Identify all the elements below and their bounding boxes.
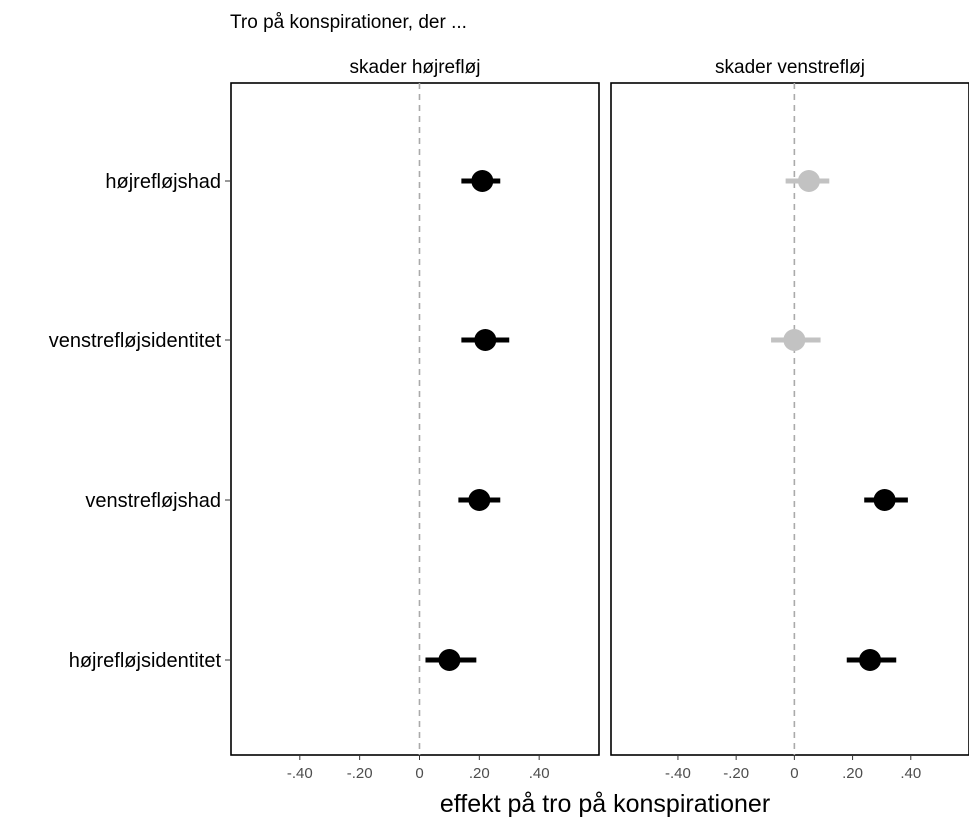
- estimate-point: [859, 649, 882, 671]
- x-tick-label: 0: [415, 765, 423, 782]
- x-tick-label: -.20: [723, 765, 749, 782]
- panel-1-title: skader højrefløj: [350, 57, 481, 78]
- x-tick-label: 0: [790, 765, 798, 782]
- x-axis-label: effekt på tro på konspirationer: [440, 790, 770, 818]
- y-tick-label: højrefløjshad: [105, 171, 221, 193]
- estimate-point: [873, 489, 896, 511]
- panel-2: skader venstrefløj -.40 -.20 0 .20 .40: [610, 57, 969, 782]
- estimate-point: [468, 489, 491, 511]
- x-tick-label: .40: [900, 765, 921, 782]
- x-tick-label: -.40: [665, 765, 691, 782]
- estimate-point: [797, 170, 820, 192]
- panel-2-frame: [610, 82, 969, 756]
- chart-subtitle: Tro på konspirationer, der ...: [230, 12, 467, 33]
- y-tick-label: højrefløjsidentitet: [69, 650, 222, 672]
- y-axis-labels: højrefløjshad venstrefløjsidentitet venstr…: [49, 171, 231, 672]
- y-tick-label: venstrefløjshad: [85, 490, 221, 512]
- panel-2-title: skader venstrefløj: [715, 57, 865, 78]
- x-tick-label: .20: [469, 765, 490, 782]
- estimate-point: [474, 329, 497, 351]
- panel-1: skader højrefløj -.40 -.20 0 .20 .40: [230, 57, 600, 782]
- x-tick-label: -.40: [287, 765, 313, 782]
- y-tick-label: venstrefløjsidentitet: [49, 330, 222, 352]
- estimate-point: [471, 170, 494, 192]
- panel-1-frame: [230, 82, 600, 756]
- x-tick-label: .40: [529, 765, 550, 782]
- estimate-point: [438, 649, 461, 671]
- x-tick-label: -.20: [347, 765, 373, 782]
- estimate-point: [783, 329, 806, 351]
- x-tick-label: .20: [842, 765, 863, 782]
